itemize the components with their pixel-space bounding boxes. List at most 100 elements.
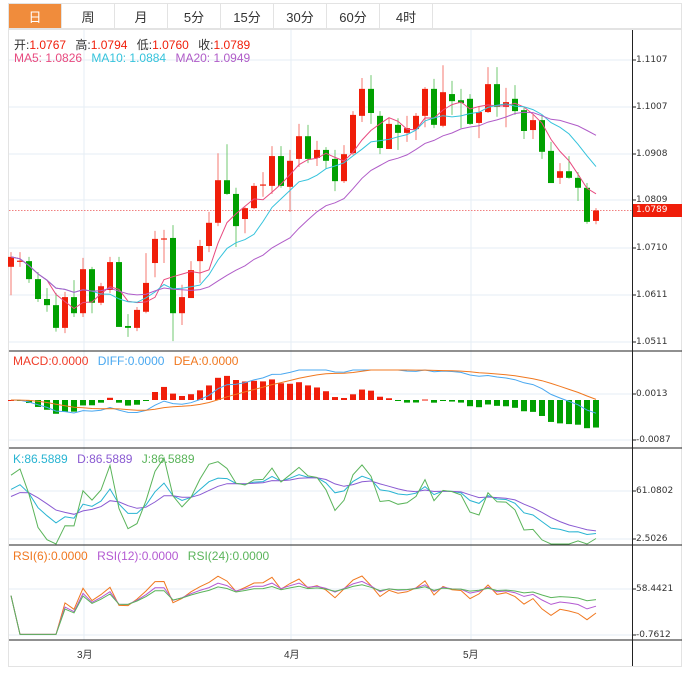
macd-bar bbox=[224, 375, 230, 400]
macd-bar bbox=[458, 400, 464, 403]
macd-bar bbox=[197, 390, 203, 400]
candle-body bbox=[314, 149, 320, 158]
macd-bar bbox=[350, 394, 356, 400]
tab-30min[interactable]: 30分 bbox=[274, 4, 327, 28]
macd-bar bbox=[89, 400, 95, 406]
macd-bar bbox=[566, 400, 572, 425]
rsi12-value: RSI(12):0.0000 bbox=[97, 549, 179, 563]
macd-bar bbox=[269, 379, 275, 400]
macd-bar bbox=[161, 386, 167, 400]
candle-body bbox=[26, 261, 32, 280]
candle-body bbox=[260, 184, 266, 186]
macd-bar bbox=[584, 400, 590, 429]
open-value: 1.0767 bbox=[29, 38, 67, 52]
low-value: 1.0760 bbox=[152, 38, 189, 52]
macd-bar bbox=[386, 398, 392, 400]
candle-body bbox=[503, 102, 509, 107]
macd-bar bbox=[521, 400, 527, 412]
candle-body bbox=[215, 180, 221, 223]
j-value: J:86.5889 bbox=[141, 452, 195, 466]
high-label: 高: bbox=[75, 38, 91, 52]
macd-bar bbox=[296, 382, 302, 400]
candle-body bbox=[413, 115, 419, 130]
diff-line bbox=[10, 369, 597, 414]
tab-day[interactable]: 日 bbox=[9, 4, 62, 28]
candle-body bbox=[242, 208, 248, 220]
rsi6-value: RSI(6):0.0000 bbox=[13, 549, 88, 563]
high-value: 1.0794 bbox=[90, 38, 128, 52]
candle-body bbox=[35, 279, 41, 299]
candle-body bbox=[422, 88, 428, 116]
macd-bar bbox=[332, 397, 338, 400]
macd-bar bbox=[71, 400, 77, 412]
candle-body bbox=[359, 88, 365, 116]
macd-bar bbox=[377, 396, 383, 400]
candle-body bbox=[179, 297, 185, 314]
ma-legend: MA5: 1.0826 MA10: 1.0884 MA20: 1.0949 bbox=[14, 51, 256, 65]
kdj-tick: 61.0802 bbox=[636, 486, 674, 496]
price-tick: 1.0611 bbox=[636, 290, 668, 300]
macd-bar bbox=[305, 385, 311, 400]
macd-bar bbox=[179, 395, 185, 400]
price-tick: 1.0908 bbox=[636, 149, 668, 159]
x-label-may: 5月 bbox=[463, 650, 479, 661]
rsi24-value: RSI(24):0.0000 bbox=[187, 549, 270, 563]
candle-body bbox=[233, 193, 239, 227]
macd-bar bbox=[395, 400, 401, 401]
candle-body bbox=[395, 124, 401, 133]
macd-bar bbox=[98, 400, 104, 403]
macd-legend: MACD:0.0000 DIFF:0.0000 DEA:0.0000 bbox=[13, 354, 244, 368]
tab-60min[interactable]: 60分 bbox=[327, 4, 380, 28]
macd-bar bbox=[467, 400, 473, 407]
ma20-line bbox=[10, 111, 597, 296]
k-line bbox=[10, 474, 597, 536]
macd-bar bbox=[260, 381, 266, 400]
macd-bar bbox=[368, 390, 374, 400]
candle-body bbox=[89, 269, 95, 303]
candle-body bbox=[251, 185, 257, 209]
x-label-march: 3月 bbox=[77, 650, 93, 661]
candle-body bbox=[269, 156, 275, 186]
candle-body bbox=[593, 210, 599, 221]
macd-bar bbox=[449, 400, 455, 402]
price-tick: 1.1007 bbox=[636, 102, 668, 112]
macd-tick: 0.0013 bbox=[636, 389, 668, 399]
candle-body bbox=[98, 286, 104, 303]
macd-bar bbox=[503, 400, 509, 407]
candle-body bbox=[17, 260, 23, 262]
ohlc-legend: 开:1.0767 高:1.0794 低:1.0760 收:1.0789 bbox=[14, 36, 256, 53]
tab-week[interactable]: 周 bbox=[62, 4, 115, 28]
tab-month[interactable]: 月 bbox=[115, 4, 168, 28]
ma10-line bbox=[10, 103, 597, 303]
candle-body bbox=[44, 298, 50, 306]
close-value: 1.0789 bbox=[213, 38, 251, 52]
candle-body bbox=[188, 270, 194, 299]
macd-bar bbox=[233, 380, 239, 400]
kdj-legend: K:86.5889 D:86.5889 J:86.5889 bbox=[13, 452, 201, 466]
tab-4hour[interactable]: 4时 bbox=[380, 4, 433, 28]
tab-5min[interactable]: 5分 bbox=[168, 4, 221, 28]
candle-body bbox=[350, 114, 356, 154]
candle-body bbox=[8, 256, 14, 267]
macd-bar bbox=[431, 400, 437, 403]
macd-bar bbox=[404, 400, 410, 403]
price-tick: 1.0511 bbox=[636, 337, 668, 347]
candle-body bbox=[134, 309, 140, 328]
macd-bar bbox=[242, 381, 248, 400]
candle-body bbox=[368, 88, 374, 114]
rsi6-line bbox=[10, 575, 597, 635]
candle-body bbox=[332, 158, 338, 182]
rsi12-line bbox=[10, 580, 597, 635]
candle-body bbox=[467, 98, 473, 124]
candle-body bbox=[278, 156, 284, 186]
candle-body bbox=[377, 115, 383, 149]
dea-value: DEA:0.0000 bbox=[173, 354, 239, 368]
tab-15min[interactable]: 15分 bbox=[221, 4, 274, 28]
price-tick: 1.0809 bbox=[636, 195, 668, 205]
macd-bar bbox=[323, 391, 329, 400]
macd-bar bbox=[593, 400, 599, 428]
macd-bar bbox=[539, 400, 545, 416]
candle-body bbox=[287, 160, 293, 187]
macd-bar bbox=[80, 400, 86, 406]
